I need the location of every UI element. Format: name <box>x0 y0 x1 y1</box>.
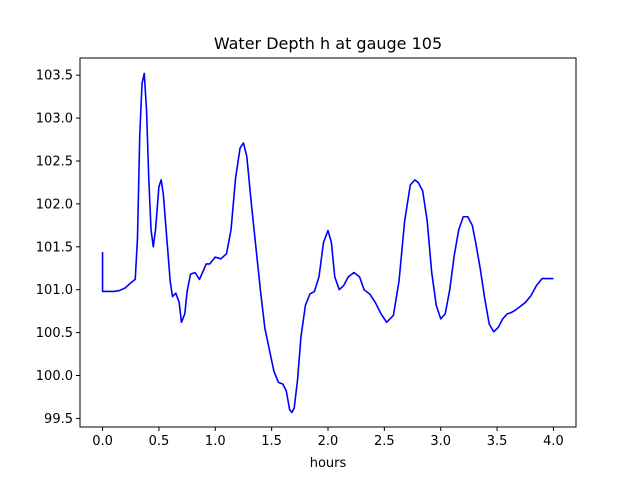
x-tick-label: 1.5 <box>261 434 282 449</box>
y-tick-label: 99.5 <box>44 412 73 427</box>
water-depth-series-line <box>101 72 554 414</box>
x-tick-label: 0.5 <box>149 434 170 449</box>
x-tick-label: 2.5 <box>374 434 395 449</box>
x-tick-label: 4.0 <box>543 434 564 449</box>
y-tick-label: 101.5 <box>36 240 73 255</box>
y-tick-label: 100.5 <box>36 326 73 341</box>
y-tick-label: 103.5 <box>36 69 73 84</box>
x-tick-label: 1.0 <box>205 434 226 449</box>
x-axis: 0.0 0.5 1.0 1.5 2.0 2.5 3.0 3.5 4.0 <box>92 427 564 449</box>
y-tick-label: 102.0 <box>36 197 73 212</box>
y-tick-label: 103.0 <box>36 112 73 127</box>
y-tick-label: 102.5 <box>36 154 73 169</box>
x-tick-label: 3.5 <box>487 434 508 449</box>
series-layer <box>101 72 554 414</box>
x-axis-label: hours <box>310 456 347 471</box>
y-tick-label: 101.0 <box>36 283 73 298</box>
x-tick-label: 3.0 <box>430 434 451 449</box>
x-tick-label: 2.0 <box>318 434 339 449</box>
y-tick-label: 100.0 <box>36 369 73 384</box>
plot-area <box>79 57 577 428</box>
y-axis: 99.5 100.0 100.5 101.0 101.5 102.0 102.5 103.0 1… <box>36 69 80 427</box>
x-tick-label: 0.0 <box>92 434 113 449</box>
chart-title: Water Depth h at gauge 105 <box>214 34 442 53</box>
